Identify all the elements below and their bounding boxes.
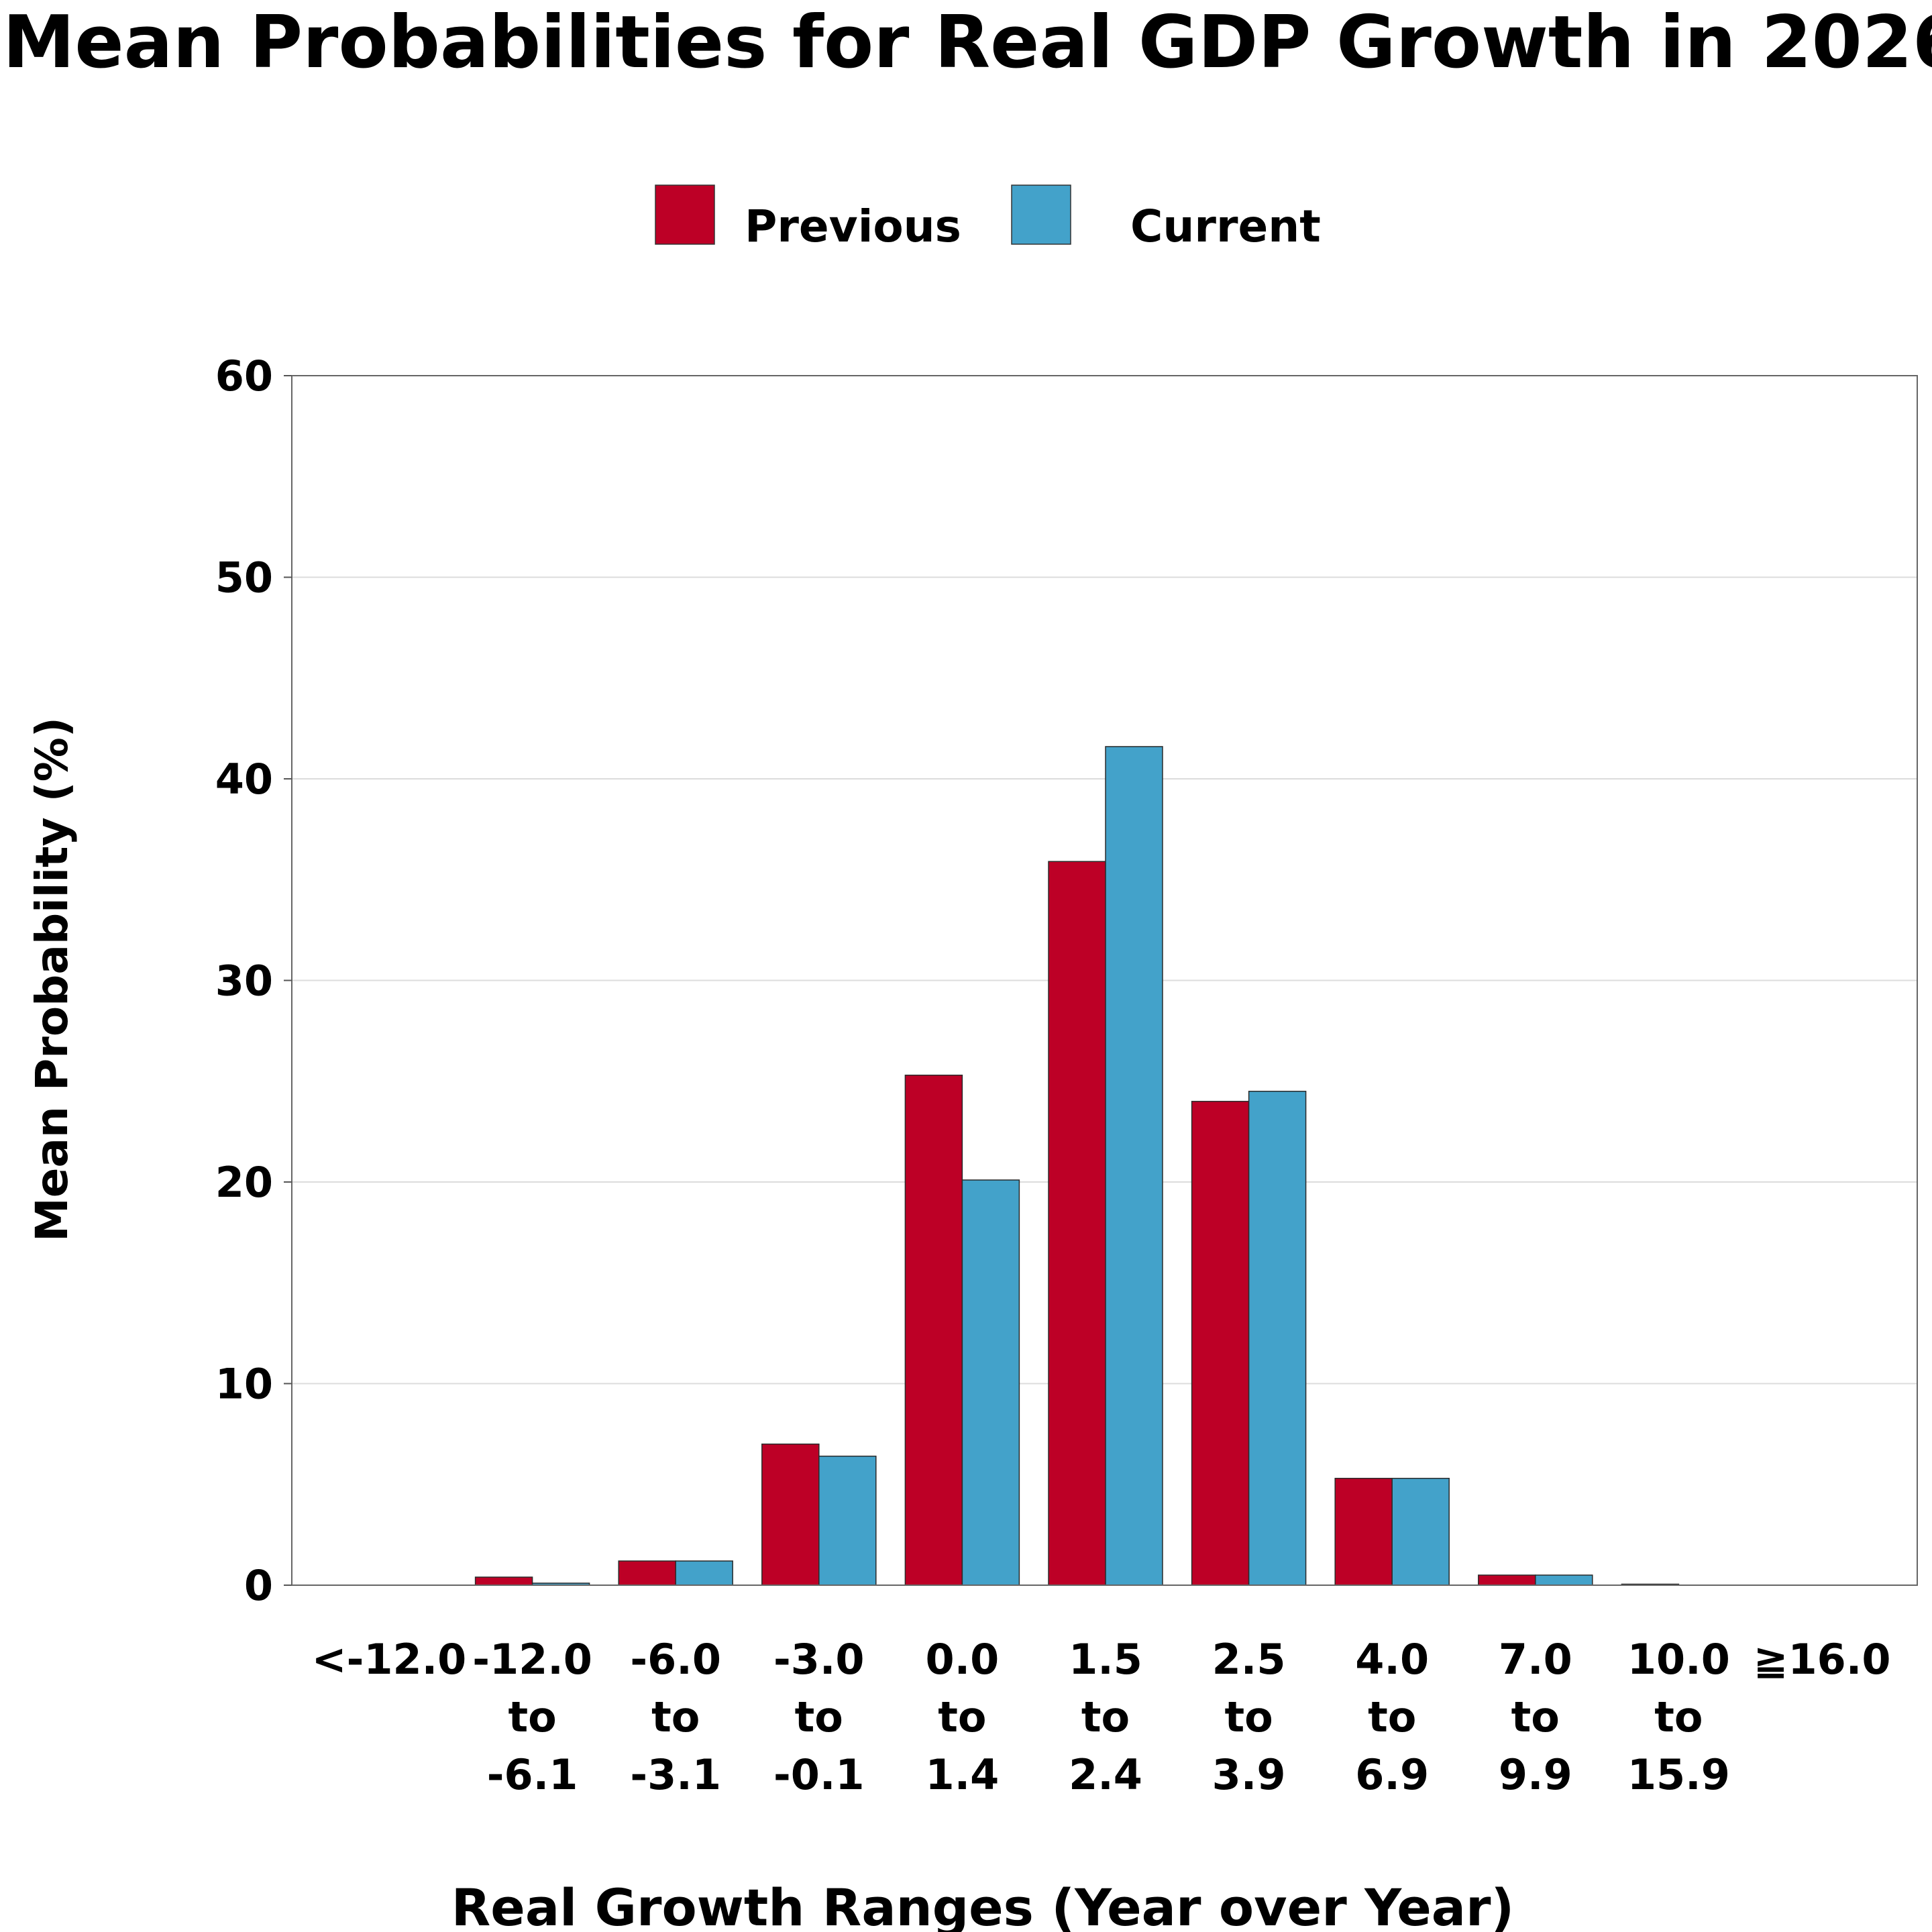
y-tick-label: 50 bbox=[215, 553, 273, 602]
y-tick-label: 60 bbox=[215, 352, 273, 400]
legend-swatch-current bbox=[1011, 184, 1071, 245]
x-tick-label: -3.1 bbox=[630, 1750, 721, 1799]
bar-previous-8 bbox=[1478, 1574, 1536, 1586]
y-tick-label: 40 bbox=[215, 755, 273, 804]
x-tick-label: ≧16.0 bbox=[1754, 1635, 1891, 1684]
legend: Previous Current bbox=[655, 184, 1321, 252]
bar-previous-2 bbox=[618, 1560, 676, 1586]
bar-previous-6 bbox=[1191, 1101, 1250, 1586]
x-tick-label: 0.0 bbox=[925, 1635, 999, 1684]
x-tick-label: -6.1 bbox=[487, 1750, 578, 1799]
legend-label-current: Current bbox=[1130, 201, 1321, 252]
chart-title: Mean Probabilities for Real GDP Growth i… bbox=[3, 1, 1932, 85]
bar-current-6 bbox=[1248, 1091, 1307, 1586]
x-tick-label: to bbox=[651, 1693, 700, 1741]
legend-label-previous: Previous bbox=[745, 201, 961, 252]
x-tick-label: 1.5 bbox=[1069, 1635, 1142, 1684]
bar-current-5 bbox=[1105, 746, 1163, 1586]
x-tick-label: -6.0 bbox=[630, 1635, 721, 1684]
y-tick-label: 10 bbox=[215, 1360, 273, 1409]
x-tick-label: 4.0 bbox=[1355, 1635, 1429, 1684]
x-axis-title: Real Growth Ranges (Year over Year) bbox=[451, 1878, 1515, 1932]
x-tick-label: 1.4 bbox=[925, 1750, 999, 1799]
x-tick-label: to bbox=[938, 1693, 986, 1741]
x-tick-label: to bbox=[795, 1693, 843, 1741]
x-tick-label: 15.9 bbox=[1627, 1750, 1730, 1799]
bar-previous-5 bbox=[1048, 861, 1106, 1586]
bar-current-8 bbox=[1535, 1574, 1593, 1586]
bar-current-2 bbox=[675, 1560, 733, 1586]
x-axis: <-12.0 -12.0 to -6.1 -6.0 to -3.1 -3.0 to -0.1 0.0… bbox=[312, 1635, 1891, 1799]
x-tick-label: <-12.0 bbox=[312, 1635, 467, 1684]
bar-previous-1 bbox=[474, 1576, 533, 1586]
y-axis: 0 10 20 30 40 50 60 bbox=[215, 352, 292, 1610]
x-tick-label: 10.0 bbox=[1627, 1635, 1730, 1684]
x-tick-label: to bbox=[1224, 1693, 1273, 1741]
x-tick-label: to bbox=[1511, 1693, 1560, 1741]
y-tick-label: 30 bbox=[215, 957, 273, 1006]
x-tick-label: 2.4 bbox=[1069, 1750, 1142, 1799]
bar-current-3 bbox=[818, 1455, 877, 1586]
y-tick-label: 0 bbox=[244, 1561, 273, 1610]
bar-previous-4 bbox=[904, 1074, 963, 1586]
x-tick-label: -0.1 bbox=[773, 1750, 865, 1799]
x-tick-label: 3.9 bbox=[1212, 1750, 1286, 1799]
x-tick-label: -3.0 bbox=[773, 1635, 865, 1684]
x-tick-label: to bbox=[1081, 1693, 1130, 1741]
y-axis-title: Mean Probability (%) bbox=[26, 717, 78, 1242]
x-tick-label: to bbox=[1654, 1693, 1703, 1741]
x-tick-label: to bbox=[508, 1693, 556, 1741]
y-tick-label: 20 bbox=[215, 1158, 273, 1207]
x-tick-label: -12.0 bbox=[472, 1635, 592, 1684]
bar-previous-3 bbox=[761, 1443, 820, 1586]
bar-previous-7 bbox=[1334, 1477, 1393, 1586]
x-tick-label: 7.0 bbox=[1499, 1635, 1572, 1684]
x-tick-label: 6.9 bbox=[1355, 1750, 1429, 1799]
bars bbox=[474, 746, 1680, 1586]
legend-swatch-previous bbox=[655, 184, 715, 245]
bar-current-4 bbox=[961, 1179, 1020, 1586]
x-tick-label: to bbox=[1368, 1693, 1416, 1741]
x-tick-label: 2.5 bbox=[1212, 1635, 1286, 1684]
x-tick-label: 9.9 bbox=[1499, 1750, 1572, 1799]
bar-current-7 bbox=[1391, 1477, 1450, 1586]
